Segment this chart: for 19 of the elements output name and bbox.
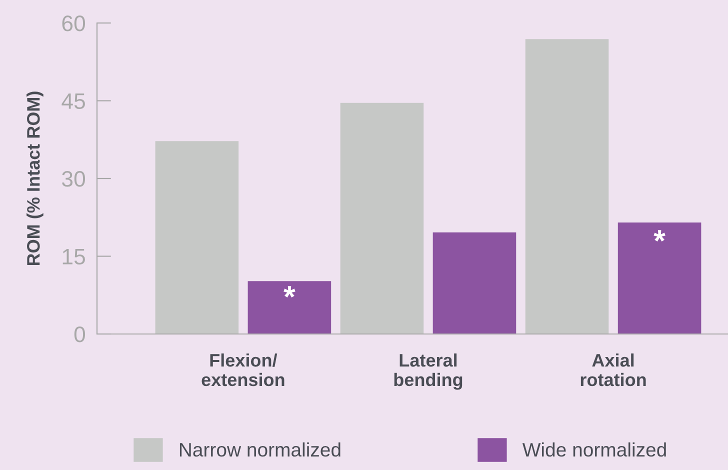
y-tick-label: 60 bbox=[62, 16, 86, 32]
bar bbox=[340, 102, 424, 334]
x-tick-label: Axial rotation bbox=[580, 353, 646, 386]
y-tick-label: 0 bbox=[74, 326, 86, 342]
x-tick-label: Flexion/ extension bbox=[202, 353, 284, 386]
bar bbox=[155, 141, 239, 334]
bar bbox=[525, 39, 609, 334]
bar bbox=[618, 222, 702, 334]
annotation: * bbox=[654, 230, 666, 242]
bar bbox=[432, 232, 516, 334]
y-axis-title: ROM (% Intact ROM) bbox=[26, 92, 44, 266]
legend-label: Wide normalized bbox=[522, 442, 666, 457]
annotation: * bbox=[284, 286, 296, 298]
y-tick-label: 30 bbox=[62, 171, 86, 187]
legend-label: Narrow normalized bbox=[180, 442, 340, 457]
bar bbox=[248, 281, 332, 334]
x-tick-label: Lateral bending bbox=[394, 353, 462, 390]
y-tick-label: 45 bbox=[62, 94, 85, 110]
y-tick-label: 15 bbox=[62, 249, 85, 265]
